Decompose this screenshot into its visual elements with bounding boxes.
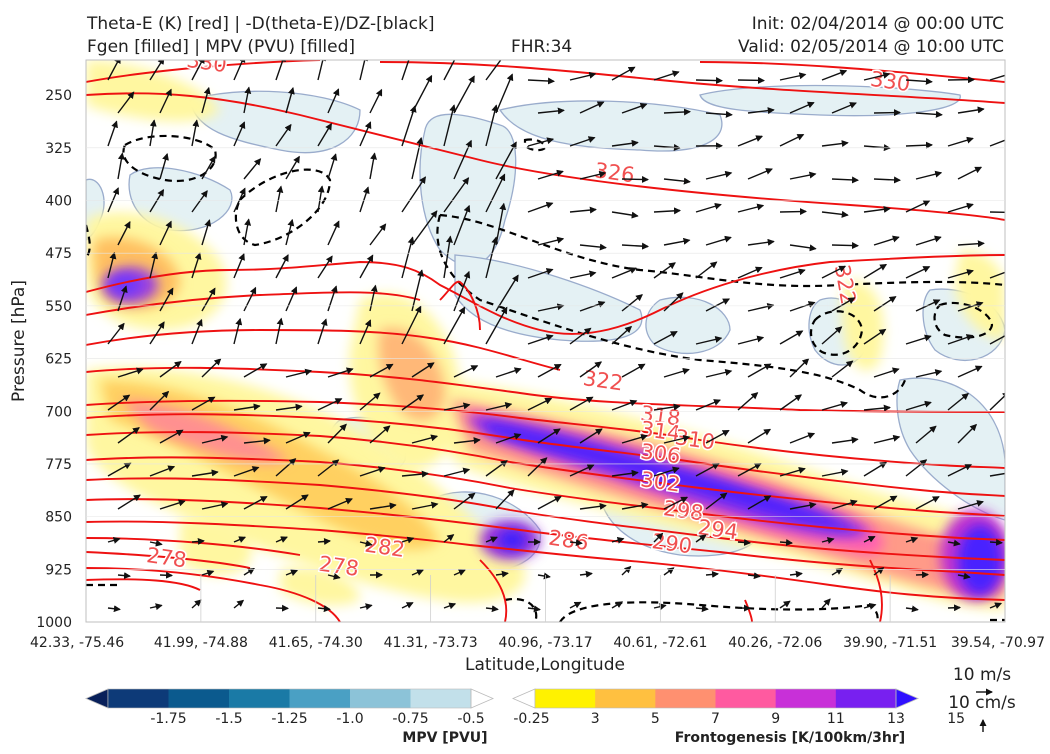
wind-vector — [318, 541, 330, 542]
colorbar-tick-label: -1.75 — [150, 711, 186, 727]
wind-vector — [696, 80, 722, 81]
colorbar-tick-label: -1.25 — [271, 711, 307, 727]
theta-e-label: 334 — [1041, 48, 1050, 77]
x-tick-label: 40.96, -73.17 — [498, 635, 592, 651]
x-tick-label: 40.61, -72.61 — [613, 635, 707, 651]
colorbar-tick-label: 7 — [711, 711, 720, 727]
wind-vector — [780, 542, 792, 543]
wind-vector — [990, 542, 1002, 543]
colorbar-tick-label: -0.5 — [457, 711, 484, 727]
x-tick-label: 39.90, -71.51 — [843, 635, 937, 651]
colorbar-tick-label: -1.0 — [336, 711, 363, 727]
colorbar-swatch — [229, 689, 290, 708]
wind-vector — [738, 542, 750, 543]
y-tick-label: 850 — [45, 510, 72, 526]
colorbar-swatch — [169, 689, 230, 708]
vector-key-speed: 10 m/s — [953, 665, 1011, 685]
mpv-colorbar-label: MPV [PVU] — [402, 730, 487, 746]
wind-vector — [874, 113, 900, 114]
wind-vector — [780, 211, 806, 212]
y-tick-label: 700 — [45, 404, 72, 420]
colorbar-tick-label: 15 — [947, 711, 965, 727]
colorbar-swatch — [350, 689, 411, 708]
colorbar-extend-left — [86, 689, 108, 708]
y-tick-label: 325 — [45, 141, 72, 157]
colorbar-tick-label: 9 — [771, 711, 780, 727]
y-tick-label: 250 — [45, 88, 72, 104]
colorbar-tick-label: 11 — [827, 711, 845, 727]
colorbar-swatch — [716, 689, 777, 708]
colorbar-tick-label: 13 — [887, 711, 905, 727]
y-tick-label: 1000 — [36, 615, 72, 631]
colorbar-swatch — [535, 689, 596, 708]
x-axis-label: Latitude,Longitude — [465, 655, 625, 675]
colorbar-tick-label: 3 — [591, 711, 600, 727]
x-tick-label: 39.54, -70.97 — [951, 635, 1045, 651]
colorbar-swatch — [290, 689, 351, 708]
wind-vector — [948, 608, 960, 609]
x-tick-label: 40.26, -72.06 — [728, 635, 822, 651]
x-tick-label: 41.65, -74.30 — [269, 635, 363, 651]
colorbar-swatch — [595, 689, 656, 708]
wind-vector — [738, 80, 764, 81]
colorbar-swatch — [836, 689, 897, 708]
x-tick-label: 41.31, -73.73 — [384, 635, 478, 651]
colorbar-extend-left — [513, 689, 535, 708]
fgen-colorbar-label: Frontogenesis [K/100km/3hr] — [675, 730, 905, 746]
vector-key-vertical: 10 cm/s — [948, 693, 1016, 713]
plot-area: 3303303343263223223183143103063022982942… — [86, 40, 1050, 622]
y-tick-label: 775 — [45, 457, 72, 473]
colorbar-swatch — [108, 689, 169, 708]
colorbar-extend-right — [471, 689, 493, 708]
colorbar-swatch — [776, 689, 837, 708]
y-tick-label: 925 — [45, 562, 72, 578]
fgen-colorbar: 3 5 7 9 11 13 15 — [513, 689, 965, 727]
x-tick-label: 41.99, -74.88 — [154, 635, 248, 651]
wind-vector — [160, 575, 172, 576]
wind-vector — [622, 179, 648, 180]
colorbar-swatch — [655, 689, 716, 708]
colorbar-tick-label: -1.5 — [215, 711, 242, 727]
y-tick-label: 550 — [45, 299, 72, 315]
colorbar-tick-label: -0.25 — [513, 711, 549, 727]
y-tick-label: 475 — [45, 246, 72, 262]
y-tick-label: 625 — [45, 352, 72, 368]
colorbar-swatch — [411, 689, 472, 708]
mpv-colorbar: -1.75 -1.5 -1.25 -1.0 -0.75 -0.5 -0.25 — [86, 689, 550, 727]
wind-vector — [990, 212, 1016, 213]
wind-vector — [832, 245, 858, 246]
colorbar-extend-right — [896, 689, 918, 708]
y-axis-label: Pressure [hPa] — [9, 280, 29, 402]
colorbar-tick-label: -0.75 — [392, 711, 428, 727]
x-tick-label: 42.33, -75.46 — [30, 635, 124, 651]
wind-vector — [916, 575, 928, 576]
colorbar-tick-label: 5 — [651, 711, 660, 727]
y-tick-label: 400 — [45, 194, 72, 210]
